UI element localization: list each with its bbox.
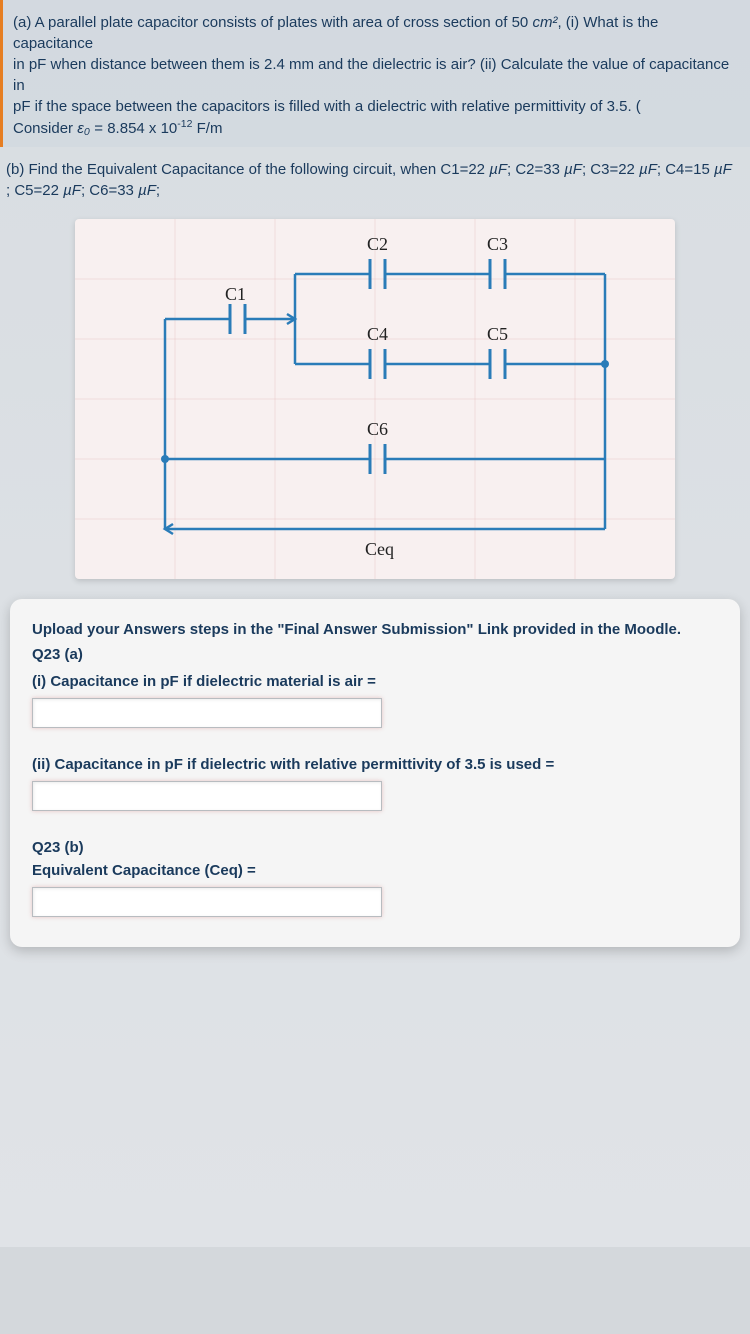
qb-t1: (b) Find the Equivalent Capacitance of t… [6,161,489,178]
circuit-label-c4: C4 [367,324,388,345]
bottom-padding [0,947,750,1247]
qb-t5: ; C5=22 [6,182,63,199]
qb-uf6: µF [138,182,156,199]
answer-input-ii[interactable] [32,781,382,811]
circuit-label-c5: C5 [487,324,508,345]
circuit-label-c3: C3 [487,234,508,255]
qb-uf3: µF [639,161,657,178]
qa-exp: -12 [177,118,192,130]
prompt-ceq: Equivalent Capacitance (Ceq) = [32,862,718,879]
qb-t7: ; [156,182,160,199]
qa-line4a: Consider [13,120,77,137]
qa-eps: ε₀ [77,120,90,137]
qb-uf2: µF [564,161,582,178]
answer-input-ceq[interactable] [32,887,382,917]
qb-uf4: µF [714,161,732,178]
qb-t6: ; C6=33 [81,182,138,199]
qa-line3: pF if the space between the capacitors i… [13,98,641,115]
question-a-text: (a) A parallel plate capacitor consists … [0,0,750,147]
qa-line4c: F/m [192,120,222,137]
qb-t3: ; C3=22 [582,161,639,178]
prompt-ii: (ii) Capacitance in pF if dielectric wit… [32,756,718,773]
qa-line1a: (a) A parallel plate capacitor consists … [13,14,532,31]
circuit-label-c2: C2 [367,234,388,255]
qa-line2: in pF when distance between them is 2.4 … [13,56,729,94]
q23b-label: Q23 (b) [32,839,718,856]
answer-card: Upload your Answers steps in the "Final … [10,599,740,947]
qb-t4: ; C4=15 [657,161,714,178]
upload-instruction: Upload your Answers steps in the "Final … [32,619,718,642]
circuit-label-c1: C1 [225,284,246,305]
circuit-label-c6: C6 [367,419,388,440]
circuit-label-ceq: Ceq [365,539,394,560]
qb-t2: ; C2=33 [507,161,564,178]
answer-input-i[interactable] [32,698,382,728]
qb-uf1: µF [489,161,507,178]
qa-cm2: cm² [532,14,557,31]
q23a-label: Q23 (a) [32,646,718,663]
question-b-text: (b) Find the Equivalent Capacitance of t… [0,147,750,209]
prompt-i: (i) Capacitance in pF if dielectric mate… [32,673,718,690]
circuit-diagram: C1 C2 C3 C4 C5 C6 Ceq [75,219,675,579]
qb-uf5: µF [63,182,81,199]
qa-line4b: = 8.854 x 10 [90,120,177,137]
